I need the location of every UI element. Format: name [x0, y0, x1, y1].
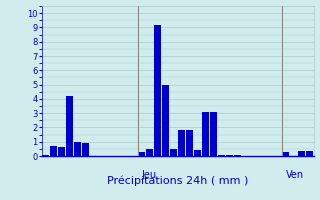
Bar	[58, 147, 65, 156]
Bar	[202, 112, 209, 156]
Bar	[178, 130, 185, 156]
Bar	[146, 149, 153, 156]
Bar	[186, 130, 193, 156]
Bar	[170, 149, 177, 156]
Text: Jeu: Jeu	[141, 170, 157, 180]
Bar	[210, 112, 217, 156]
Bar	[42, 155, 49, 156]
Bar	[282, 152, 289, 156]
Bar	[298, 151, 305, 156]
Bar	[194, 150, 201, 156]
Bar	[218, 155, 225, 156]
Bar	[74, 142, 81, 156]
X-axis label: Précipitations 24h ( mm ): Précipitations 24h ( mm )	[107, 175, 248, 186]
Bar	[138, 152, 145, 156]
Bar	[306, 151, 313, 156]
Bar	[50, 146, 57, 156]
Text: Ven: Ven	[286, 170, 304, 180]
Bar	[162, 85, 169, 156]
Bar	[226, 155, 233, 156]
Bar	[66, 96, 73, 156]
Bar	[154, 25, 161, 156]
Bar	[82, 143, 89, 156]
Bar	[234, 155, 241, 156]
